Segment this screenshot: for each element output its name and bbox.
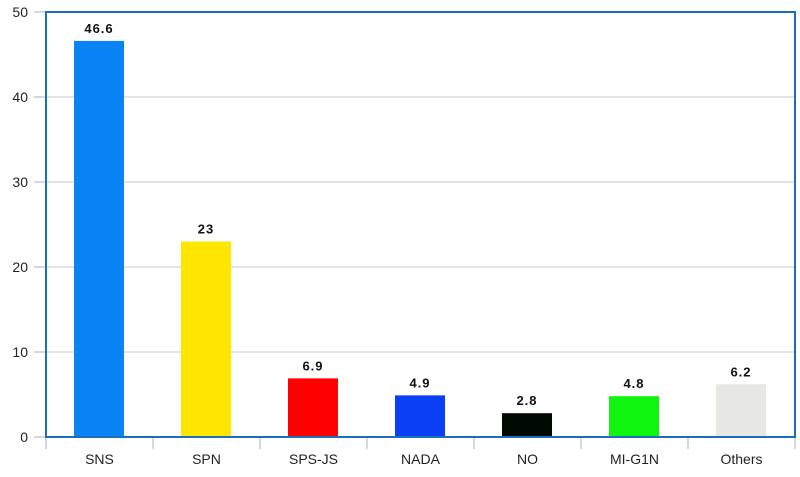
data-label: 4.9: [409, 375, 430, 390]
y-tick-label: 0: [20, 429, 28, 445]
y-tick-label: 40: [12, 89, 28, 105]
data-label: 4.8: [623, 376, 644, 391]
x-category-label: SNS: [85, 451, 114, 467]
x-category-label: SPN: [192, 451, 221, 467]
bar-nada: [395, 395, 445, 437]
bar-sns: [74, 40, 124, 438]
x-category-label: MI-G1N: [610, 451, 659, 467]
x-category-label: NO: [517, 451, 538, 467]
y-tick-label: 50: [12, 4, 28, 20]
plot-frame: [45, 11, 796, 438]
y-tick-label: 20: [12, 259, 28, 275]
y-tick-label: 30: [12, 174, 28, 190]
bar-others: [716, 384, 766, 437]
y-tick-label: 10: [12, 344, 28, 360]
x-category-label: NADA: [401, 451, 441, 467]
bar-spn: [181, 241, 231, 437]
bar-no: [502, 413, 552, 437]
data-label: 6.9: [302, 358, 323, 373]
bar-mi-g1n: [609, 396, 659, 437]
data-label: 46.6: [84, 21, 113, 36]
x-category-label: Others: [720, 451, 762, 467]
data-label: 2.8: [516, 393, 537, 408]
x-category-label: SPS-JS: [289, 451, 338, 467]
data-label: 23: [198, 222, 214, 237]
data-label: 6.2: [730, 364, 751, 379]
bar-sps-js: [288, 378, 338, 437]
